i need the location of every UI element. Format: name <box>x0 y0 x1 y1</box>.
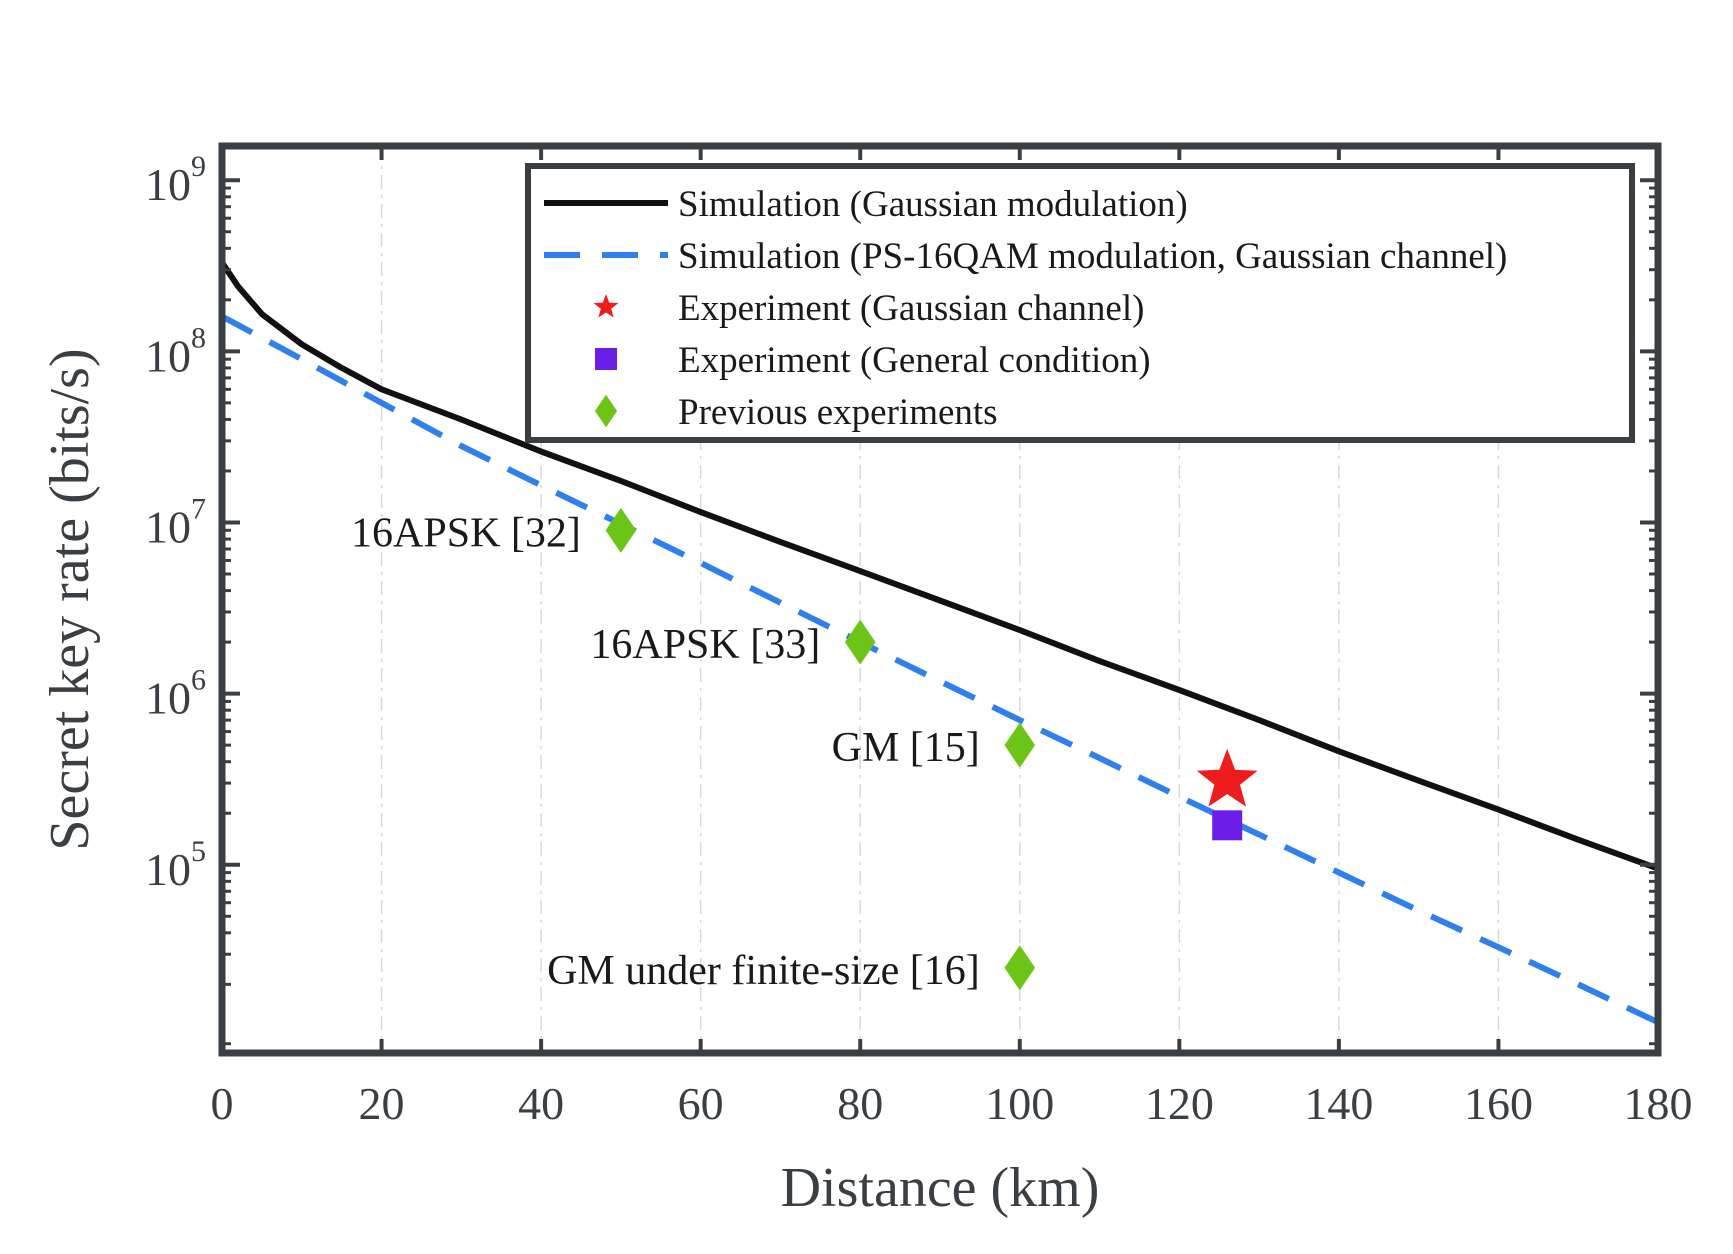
marker-diamond-point <box>605 507 637 553</box>
x-axis-label: Distance (km) <box>781 1157 1100 1219</box>
marker-group <box>605 507 1258 991</box>
plot-frame <box>218 142 1662 1057</box>
y-tick-label: 105 <box>145 835 206 895</box>
y-tick-label: 109 <box>145 150 206 210</box>
legend-entry: Previous experiments <box>594 392 998 433</box>
legend-label: Experiment (Gaussian channel) <box>678 288 1144 329</box>
x-tick-label: 20 <box>359 1078 405 1129</box>
legend-entry: Simulation (PS-16QAM modulation, Gaussia… <box>544 236 1507 277</box>
x-tick-label: 0 <box>211 1078 234 1129</box>
annotation-label: GM [15] <box>832 725 980 771</box>
x-tick-label: 60 <box>678 1078 724 1129</box>
annotation-label: 16APSK [33] <box>590 622 820 668</box>
annotation-label: 16APSK [32] <box>351 510 581 556</box>
legend-label: Simulation (Gaussian modulation) <box>678 184 1188 225</box>
legend-items: Simulation (Gaussian modulation) Simulati… <box>544 184 1507 433</box>
legend-label: Simulation (PS-16QAM modulation, Gaussia… <box>678 236 1507 277</box>
legend: Simulation (Gaussian modulation) Simulati… <box>525 163 1635 443</box>
series-line-ps16qam <box>220 313 1660 1026</box>
y-tick-label: 106 <box>145 664 206 724</box>
y-tick-label: 108 <box>145 321 206 381</box>
legend-swatch-diamond <box>594 394 618 428</box>
annotation-group: 16APSK [32] 16APSK [33] GM [15] GM under fi… <box>351 510 980 993</box>
legend-entry: Experiment (General condition) <box>595 340 1151 381</box>
marker-diamond-point <box>1004 945 1036 991</box>
series-group <box>219 260 1660 1026</box>
legend-label: Experiment (General condition) <box>678 340 1151 381</box>
y-tick-label: 107 <box>145 492 206 552</box>
legend-entry: Experiment (Gaussian channel) <box>593 288 1144 329</box>
x-tick-label: 140 <box>1304 1078 1373 1129</box>
y-axis-label: Secret key rate (bits/s) <box>39 348 101 850</box>
marker-square-point <box>1212 810 1243 841</box>
axis-ticks: 0 20 40 60 80 100 120 140 160 180 105 106 107 108 109 <box>145 146 1693 1129</box>
x-tick-label: 180 <box>1624 1078 1693 1129</box>
legend-swatch-square <box>595 348 617 370</box>
legend-box <box>525 163 1635 443</box>
x-tick-label: 80 <box>837 1078 883 1129</box>
annotation-label: GM under finite-size [16] <box>547 948 980 994</box>
x-tick-label: 160 <box>1464 1078 1533 1129</box>
legend-swatch-star <box>593 294 619 318</box>
legend-entry: Simulation (Gaussian modulation) <box>544 184 1188 225</box>
marker-star-point <box>1196 748 1258 807</box>
marker-diamond-point <box>1004 722 1036 768</box>
x-tick-label: 40 <box>518 1078 564 1129</box>
legend-label: Previous experiments <box>678 392 998 433</box>
x-tick-label: 100 <box>985 1078 1054 1129</box>
x-tick-label: 120 <box>1145 1078 1214 1129</box>
marker-diamond-point <box>844 619 876 665</box>
series-line-gaussian <box>219 260 1660 872</box>
